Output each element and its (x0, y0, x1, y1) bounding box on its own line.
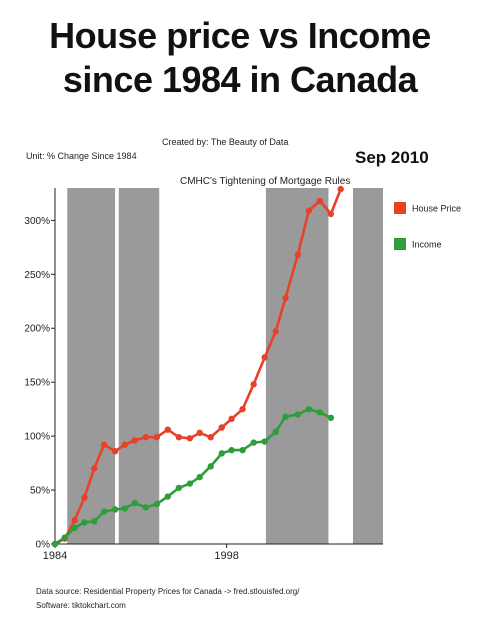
income-point (51, 540, 59, 548)
shaded-period (118, 188, 160, 544)
house-price-point (164, 426, 172, 433)
income-point (239, 446, 246, 454)
house-price-point (250, 381, 257, 388)
income-point (131, 499, 138, 507)
house-price-point (131, 437, 138, 444)
house-price-point (153, 434, 160, 441)
income-point (196, 473, 203, 481)
income-point (294, 411, 301, 418)
income-point (250, 439, 257, 446)
y-tick-label: 250% (24, 270, 50, 281)
headline: House price vs Income since 1984 in Cana… (0, 14, 480, 102)
house-price-point (272, 328, 279, 335)
income-point (121, 505, 129, 512)
income-point (186, 480, 194, 487)
annotation-label: CMHC's Tightening of Mortgage Rules (180, 176, 351, 187)
y-tick-label: 50% (30, 486, 50, 497)
y-tick-label: 300% (24, 216, 50, 227)
income-point (218, 450, 225, 457)
income-point (164, 493, 172, 500)
house-price-point (81, 494, 88, 501)
income-point (100, 508, 108, 515)
income-point (175, 484, 183, 492)
income-point (111, 506, 119, 513)
x-tick-label: 1984 (43, 550, 67, 562)
y-tick-label: 0% (36, 540, 51, 551)
house-price-point (71, 517, 78, 524)
income-point (71, 524, 78, 532)
legend-swatch-house-price (394, 202, 406, 214)
income-point (81, 519, 88, 526)
legend-label-house-price: House Price (412, 204, 461, 214)
y-tick-label: 200% (24, 324, 50, 335)
income-point (61, 534, 69, 541)
headline-line-2: since 1984 in Canada (62, 59, 418, 100)
data-source-note: Data source: Residential Property Prices… (36, 587, 300, 596)
house-price-point (294, 251, 301, 259)
income-point (228, 446, 235, 454)
house-price-point (121, 441, 129, 448)
house-price-point (196, 429, 203, 437)
unit-label: Unit: % Change Since 1984 (26, 151, 137, 161)
income-point (316, 409, 324, 416)
house-price-line (54, 188, 342, 546)
x-tick-label: 1998 (214, 550, 238, 562)
house-price-point (207, 434, 214, 441)
house-price-point (282, 294, 289, 302)
house-price-point (261, 354, 268, 361)
house-price-point (218, 424, 225, 431)
headline-line-1: House price vs Income (49, 15, 431, 56)
legend-swatch-income (394, 238, 406, 250)
credit-text: Created by: The Beauty of Data (162, 137, 289, 147)
shaded-period (265, 188, 329, 544)
y-tick-label: 100% (24, 432, 50, 443)
income-point (142, 504, 149, 511)
legend-label-income: Income (412, 240, 442, 250)
house-price-point (239, 405, 246, 413)
income-point (305, 405, 313, 413)
house-price-point (100, 441, 108, 448)
house-price-point (305, 207, 313, 214)
house-price-point (111, 448, 119, 455)
house-price-point (91, 465, 98, 472)
house-price-point (175, 434, 183, 441)
income-point (153, 500, 160, 508)
shaded-period (67, 188, 116, 544)
income-point (282, 413, 289, 420)
house-price-point (228, 415, 235, 423)
house-price-point (316, 197, 324, 205)
shaded-period (352, 188, 383, 544)
y-tick-label: 150% (24, 378, 50, 389)
income-point (272, 428, 279, 436)
income-point (207, 463, 214, 470)
house-price-point (337, 185, 344, 193)
house-price-point (327, 210, 335, 218)
house-price-point (142, 434, 149, 441)
house-price-point (186, 435, 194, 442)
income-point (327, 414, 335, 421)
income-point (261, 438, 268, 445)
income-point (91, 518, 98, 525)
software-note: Software: tiktokchart.com (36, 601, 126, 610)
date-stamp: Sep 2010 (355, 148, 429, 167)
